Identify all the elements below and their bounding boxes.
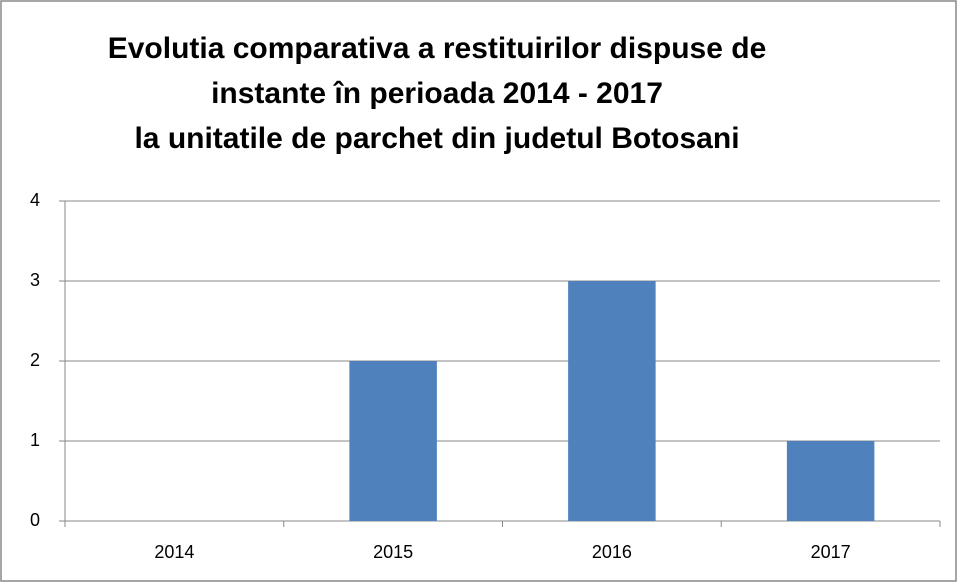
x-tick-label: 2014 xyxy=(154,542,194,562)
x-tick-label: 2016 xyxy=(592,542,632,562)
chart-title: la unitatile de parchet din judetul Boto… xyxy=(134,122,739,155)
y-tick-label: 1 xyxy=(30,430,40,450)
chart-title: instante în perioada 2014 - 2017 xyxy=(211,77,663,110)
chart-title: Evolutia comparativa a restituirilor dis… xyxy=(108,32,767,65)
y-tick-label: 4 xyxy=(30,190,40,210)
x-tick-label: 2015 xyxy=(373,542,413,562)
bar xyxy=(349,361,437,521)
y-tick-label: 2 xyxy=(30,350,40,370)
x-tick-label: 2017 xyxy=(811,542,851,562)
bar xyxy=(568,281,656,521)
bar xyxy=(786,441,875,521)
y-tick-label: 0 xyxy=(30,510,40,530)
y-tick-label: 3 xyxy=(30,270,40,290)
